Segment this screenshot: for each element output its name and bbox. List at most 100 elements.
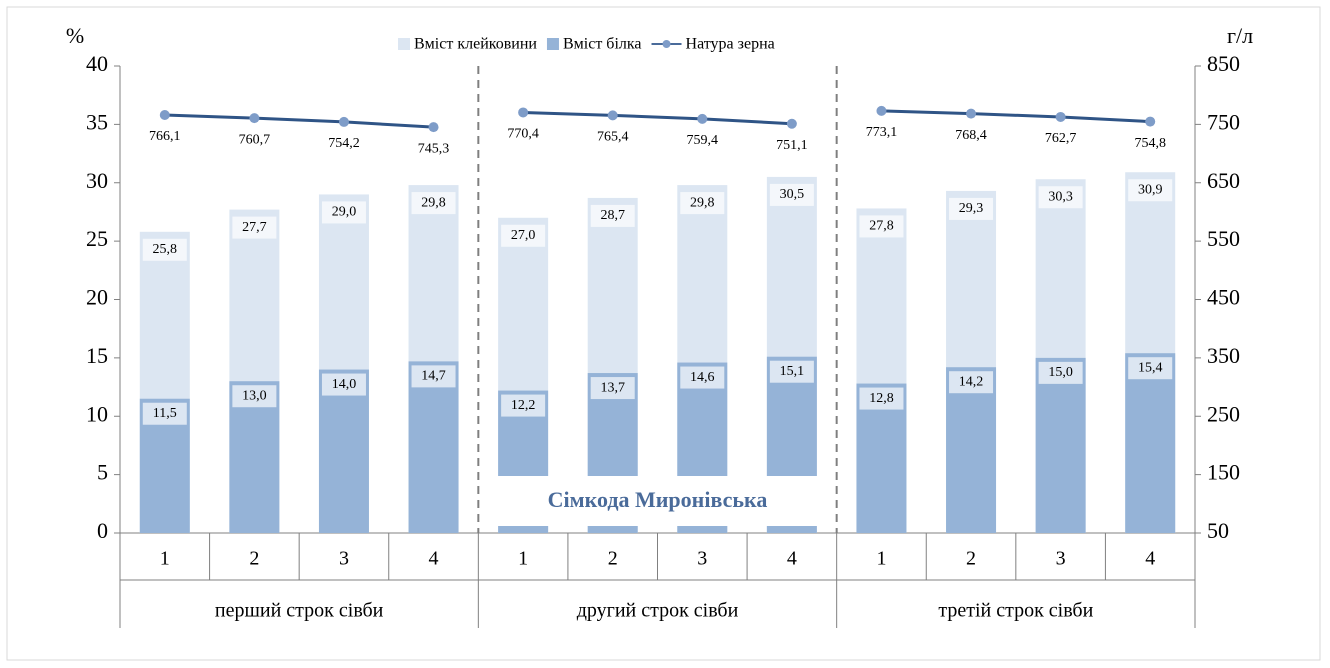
x-tick-label: 1 bbox=[160, 548, 170, 570]
bar-label: 14,0 bbox=[332, 377, 357, 392]
y2-tick-label: 650 bbox=[1207, 168, 1240, 193]
bar bbox=[408, 361, 459, 533]
line-marker bbox=[159, 109, 170, 120]
x-tick-label: 4 bbox=[429, 548, 439, 570]
bar-label: 12,2 bbox=[511, 398, 536, 413]
line-label: 768,4 bbox=[955, 128, 987, 143]
legend-swatch bbox=[398, 38, 410, 50]
line bbox=[881, 109, 1151, 124]
line-label: 766,1 bbox=[149, 129, 181, 144]
label-bg bbox=[142, 238, 187, 261]
y2-tick-label: 550 bbox=[1207, 226, 1240, 251]
y-tick-label: 10 bbox=[86, 401, 108, 426]
y-tick-label: 25 bbox=[86, 226, 108, 251]
legend-label: Вміст білка bbox=[563, 36, 642, 53]
line-marker bbox=[697, 113, 708, 124]
y2-tick-label: 750 bbox=[1207, 109, 1240, 134]
y-tick-label: 5 bbox=[97, 460, 108, 485]
annotation-box bbox=[490, 476, 825, 526]
bar-label: 14,2 bbox=[959, 374, 984, 389]
bar-label: 13,7 bbox=[600, 380, 625, 395]
label-bg bbox=[590, 204, 635, 227]
bar-label: 13,0 bbox=[242, 388, 267, 403]
label-bg bbox=[321, 201, 366, 224]
line-label: 762,7 bbox=[1045, 131, 1077, 146]
line-label: 754,2 bbox=[328, 136, 360, 151]
line-marker bbox=[428, 122, 439, 133]
line-label: 773,1 bbox=[866, 125, 898, 140]
bar-label: 27,8 bbox=[869, 219, 894, 234]
x-tick-label: 2 bbox=[249, 548, 259, 570]
label-bg bbox=[411, 192, 456, 215]
bar bbox=[1125, 353, 1176, 533]
line-label: 770,4 bbox=[507, 127, 539, 142]
line-marker bbox=[607, 110, 618, 121]
label-bg bbox=[501, 224, 546, 247]
bar-label: 30,9 bbox=[1138, 182, 1163, 197]
x-tick-label: 1 bbox=[518, 548, 528, 570]
label-bg bbox=[769, 360, 814, 383]
label-bg bbox=[321, 373, 366, 396]
bar-label: 25,8 bbox=[153, 242, 178, 257]
line-marker bbox=[876, 105, 887, 116]
group-label: другий строк сівби bbox=[577, 600, 739, 622]
line-label: 754,8 bbox=[1134, 136, 1166, 151]
bar-label: 28,7 bbox=[600, 208, 625, 223]
y-tick-label: 20 bbox=[86, 285, 108, 310]
group-label: перший строк сівби bbox=[215, 600, 384, 622]
line-label: 751,1 bbox=[776, 138, 808, 153]
line-label: 760,7 bbox=[239, 132, 271, 147]
bar bbox=[1035, 357, 1086, 533]
legend-swatch bbox=[546, 38, 559, 50]
label-bg bbox=[501, 394, 546, 417]
bar bbox=[946, 367, 997, 533]
y2-tick-label: 450 bbox=[1207, 285, 1240, 310]
annotation: Сімкода Миронівська bbox=[548, 487, 768, 512]
label-bg bbox=[232, 216, 277, 239]
bar-label: 12,8 bbox=[869, 391, 894, 406]
line-label: 765,4 bbox=[597, 130, 629, 145]
y-tick-label: 30 bbox=[86, 168, 108, 193]
line-marker bbox=[518, 107, 529, 118]
group-label: третій строк сівби bbox=[938, 600, 1093, 622]
label-bg bbox=[680, 366, 725, 389]
line-label: 745,3 bbox=[418, 141, 450, 156]
label-bg bbox=[590, 377, 635, 400]
bar-label: 27,0 bbox=[511, 228, 536, 243]
bar-label: 15,1 bbox=[780, 364, 805, 379]
y2-tick-label: 150 bbox=[1207, 460, 1240, 485]
x-tick-label: 1 bbox=[876, 548, 886, 570]
y2-axis-label: г/л bbox=[1227, 23, 1253, 48]
bar-label: 29,3 bbox=[959, 201, 984, 216]
y2-tick-label: 250 bbox=[1207, 401, 1240, 426]
bar-label: 15,4 bbox=[1138, 360, 1163, 375]
label-bg bbox=[949, 197, 994, 220]
line-marker bbox=[786, 118, 797, 129]
label-bg bbox=[411, 365, 456, 388]
line-marker bbox=[1145, 116, 1156, 127]
line-marker bbox=[338, 116, 349, 127]
chart-frame bbox=[6, 6, 1321, 661]
x-tick-label: 4 bbox=[1145, 548, 1155, 570]
x-tick-label: 2 bbox=[608, 548, 618, 570]
label-bg bbox=[680, 192, 725, 215]
label-bg bbox=[769, 183, 814, 206]
label-bg bbox=[859, 215, 904, 238]
label-bg bbox=[1038, 186, 1083, 209]
bar-label: 15,0 bbox=[1048, 365, 1073, 380]
y-axis-label: % bbox=[66, 23, 84, 48]
x-tick-label: 2 bbox=[966, 548, 976, 570]
y-tick-label: 0 bbox=[97, 518, 108, 543]
bar-label: 11,5 bbox=[153, 406, 177, 421]
y-tick-label: 40 bbox=[86, 51, 108, 76]
line-marker bbox=[966, 108, 977, 119]
line-label: 759,4 bbox=[687, 133, 719, 148]
bar bbox=[318, 369, 369, 533]
line bbox=[523, 110, 792, 126]
line-marker bbox=[249, 113, 260, 124]
y-tick-label: 15 bbox=[86, 343, 108, 368]
bar-label: 14,6 bbox=[690, 370, 715, 385]
x-tick-label: 4 bbox=[787, 548, 797, 570]
bar-label: 29,8 bbox=[690, 195, 715, 210]
